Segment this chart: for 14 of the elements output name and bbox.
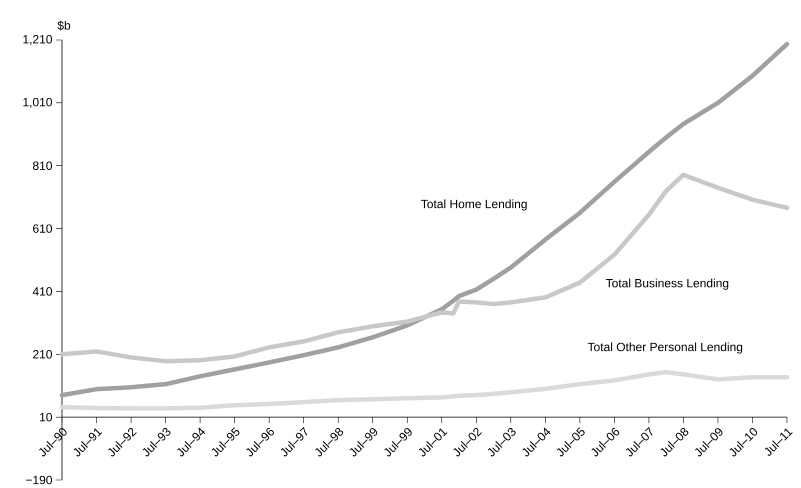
line-series (60, 172, 790, 364)
y-tick-label: 10 (40, 412, 52, 422)
y-tick-label: 1,010 (23, 98, 52, 108)
y-tick-label: 810 (32, 161, 52, 170)
line-series (60, 42, 790, 398)
y-tick-label: 210 (33, 350, 52, 359)
text: Total Other Personal Lending (588, 342, 742, 354)
y-tick-label: 610 (33, 224, 52, 233)
series-label: Total Business Lending (606, 278, 728, 290)
y-tick-label: −190 (26, 476, 52, 484)
y-axis-title: $b (57, 20, 70, 30)
y-tick-label: 1,210 (23, 35, 52, 45)
y-tick-label: 410 (32, 287, 52, 296)
text: Total Home Lending (421, 199, 527, 211)
